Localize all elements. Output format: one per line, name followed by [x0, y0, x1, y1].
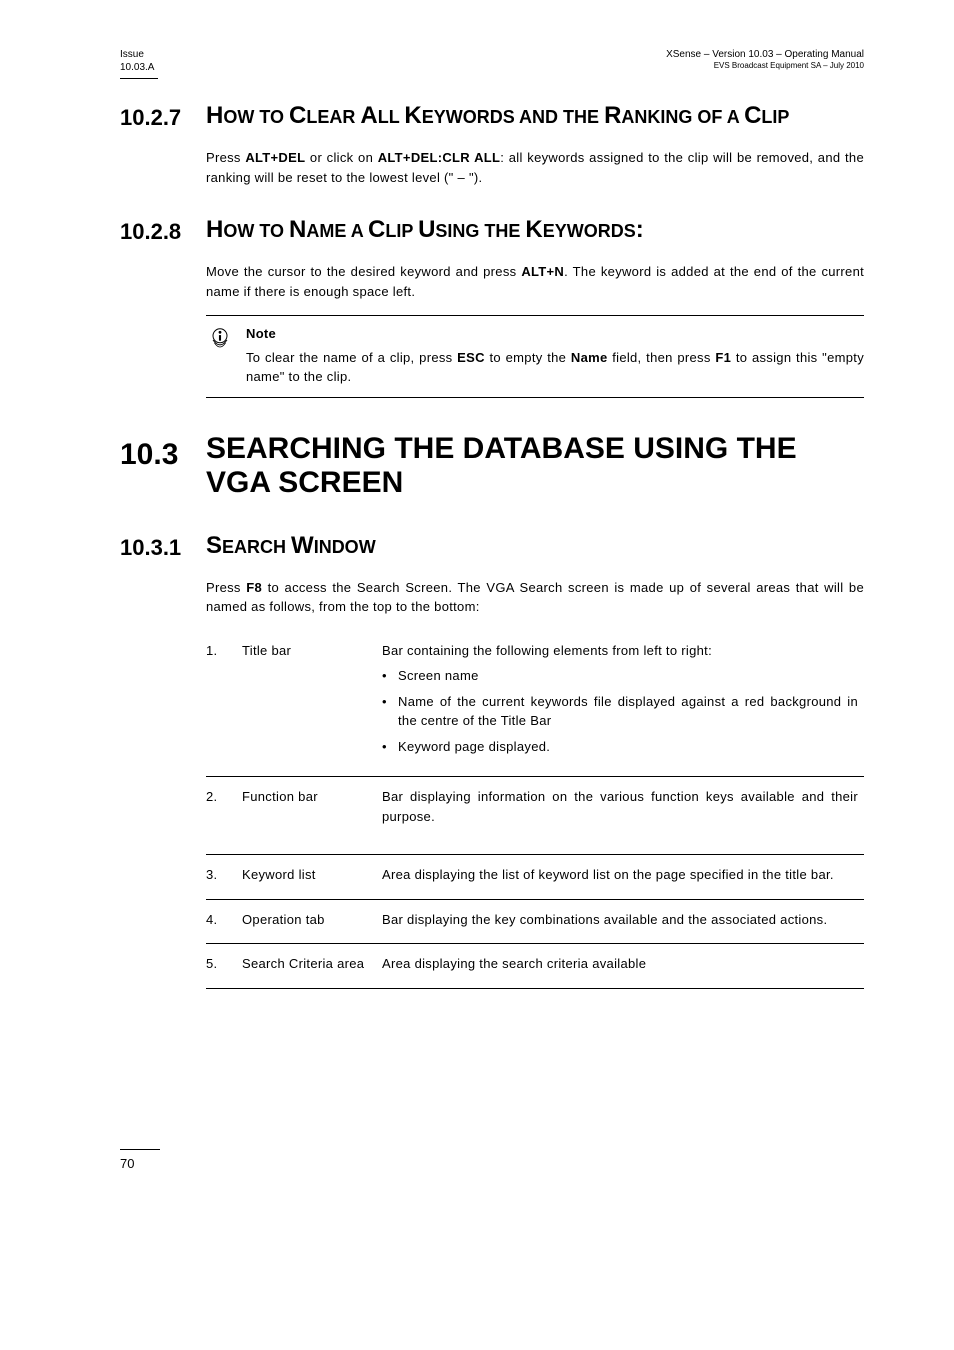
row-description: Area displaying the list of keyword list… [382, 855, 864, 900]
table-row: 4. Operation tab Bar displaying the key … [206, 899, 864, 944]
section-10-2-8-heading: 10.2.8 HOW TO NAME A CLIP USING THE KEYW… [120, 215, 864, 248]
list-item: Keyword page displayed. [382, 737, 858, 757]
section-10-2-7-body: Press ALT+DEL or click on ALT+DEL:CLR AL… [206, 148, 864, 187]
row-number: 5. [206, 944, 242, 989]
table-row: 5. Search Criteria area Area displaying … [206, 944, 864, 989]
row-label: Function bar [242, 777, 382, 855]
row-description: Bar displaying the key combinations avai… [382, 899, 864, 944]
section-10-3-1-heading: 10.3.1 SEARCH WINDOW [120, 531, 864, 564]
note-content: Note To clear the name of a clip, press … [246, 324, 864, 387]
section-title: SEARCH WINDOW [206, 531, 376, 561]
manual-subtitle: EVS Broadcast Equipment SA – July 2010 [666, 61, 864, 71]
page-number: 70 [120, 1154, 864, 1174]
page-header: Issue 10.03.A XSense – Version 10.03 – O… [120, 48, 864, 74]
header-left: Issue 10.03.A [120, 48, 154, 74]
row-number: 1. [206, 631, 242, 777]
table-row: 2. Function bar Bar displaying informati… [206, 777, 864, 855]
row-number: 2. [206, 777, 242, 855]
table-row: 1. Title bar Bar containing the followin… [206, 631, 864, 777]
info-icon [206, 326, 234, 354]
section-10-2-7-heading: 10.2.7 HOW TO CLEAR ALL KEYWORDS AND THE… [120, 101, 864, 134]
row-description: Area displaying the search criteria avai… [382, 944, 864, 989]
note-title: Note [246, 324, 864, 344]
section-title: HOW TO NAME A CLIP USING THE KEYWORDS: [206, 215, 644, 245]
section-title: SEARCHING THE DATABASE USING THE VGA SCR… [206, 432, 864, 501]
row-number: 4. [206, 899, 242, 944]
issue-version: 10.03.A [120, 61, 154, 74]
row-label: Operation tab [242, 899, 382, 944]
section-number: 10.2.7 [120, 101, 206, 134]
header-right: XSense – Version 10.03 – Operating Manua… [666, 48, 864, 71]
definition-table: 1. Title bar Bar containing the followin… [206, 631, 864, 989]
footer-line [120, 1149, 160, 1150]
row-label: Keyword list [242, 855, 382, 900]
row-label: Search Criteria area [242, 944, 382, 989]
list-item: Name of the current keywords file displa… [382, 692, 858, 731]
note-text: To clear the name of a clip, press ESC t… [246, 348, 864, 387]
row-description: Bar displaying information on the variou… [382, 777, 864, 855]
manual-title: XSense – Version 10.03 – Operating Manua… [666, 48, 864, 61]
section-10-3-1-body: Press F8 to access the Search Screen. Th… [206, 578, 864, 617]
section-number: 10.3 [120, 432, 206, 477]
issue-label: Issue [120, 48, 154, 61]
row-label: Title bar [242, 631, 382, 777]
section-10-3-heading: 10.3 SEARCHING THE DATABASE USING THE VG… [120, 432, 864, 501]
section-number: 10.3.1 [120, 531, 206, 564]
row-number: 3. [206, 855, 242, 900]
note-box: Note To clear the name of a clip, press … [206, 315, 864, 398]
section-number: 10.2.8 [120, 215, 206, 248]
page-footer: 70 [120, 1149, 864, 1174]
section-10-2-8-body: Move the cursor to the desired keyword a… [206, 262, 864, 301]
list-item: Screen name [382, 666, 858, 686]
row-description: Bar containing the following elements fr… [382, 631, 864, 777]
table-row: 3. Keyword list Area displaying the list… [206, 855, 864, 900]
section-title: HOW TO CLEAR ALL KEYWORDS AND THE RANKIN… [206, 101, 789, 131]
header-underline [120, 78, 158, 79]
